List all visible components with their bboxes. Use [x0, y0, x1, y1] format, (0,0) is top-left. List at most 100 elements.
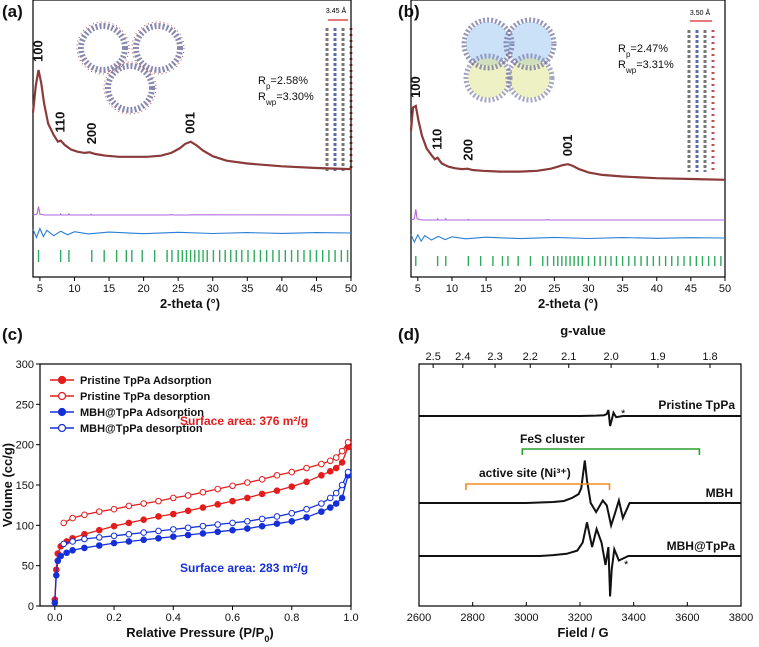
panel-c-point-1-3: [326, 457, 334, 465]
panel-d-trace-1: [419, 460, 741, 530]
panel-b-xlabel: 2-theta (°): [538, 296, 598, 311]
panel-d-gtick-label-2.2: 2.2: [523, 351, 538, 363]
panel-c-legend-label-1: Pristine TpPa desorption: [80, 391, 210, 403]
panel-c-ylabel: Volume (cc/g): [0, 443, 15, 527]
panel-b-peak-label-100: 100: [408, 76, 423, 98]
panel-c-point-1-22: [60, 519, 67, 527]
panel-b-framework-inset: [461, 17, 557, 103]
panel-c-point-1-11: [214, 485, 222, 493]
panel-c-point-1-12: [199, 488, 207, 496]
panel-a-observed-line: [31, 69, 352, 171]
panel-c-point-0-9: [125, 519, 133, 527]
panel-b-stacking-inset: 3.50 Å: [687, 8, 715, 172]
panel-c-label: (c): [2, 325, 23, 344]
panel-c-legend-marker-3: [57, 423, 67, 433]
panel-c-point-0-22: [318, 472, 325, 479]
panel-c-point-3-2: [332, 489, 340, 497]
panel-c-point-0-20: [288, 483, 296, 490]
panel-d-x-tick-label-3600: 3600: [675, 612, 699, 624]
panel-d-gtick-label-2.1: 2.1: [561, 351, 576, 363]
panel-d-xlabel: Field / G: [557, 625, 608, 640]
panel-a-frame: [32, 0, 352, 278]
panel-b-rp: Rp=2.47%: [618, 43, 668, 59]
panel-c-point-1-2: [332, 454, 340, 461]
panel-d-gtick-label-2.4: 2.4: [455, 351, 470, 363]
panel-a-stacking-inset: 3.45 Å: [325, 6, 353, 172]
panel-b-tick-label-30: 30: [582, 283, 594, 295]
panel-d-trace-0: [419, 409, 741, 427]
panel-a-tick-label-35: 35: [241, 283, 253, 295]
panel-d-active-label: active site (Ni³⁺): [479, 466, 571, 480]
panel-c-legend-marker-0: [57, 375, 67, 385]
panel-c-x-tick-label-0.2: 0.2: [106, 612, 121, 624]
panel-d-trace-label-mbh-tppa: MBH@TpPa: [667, 539, 736, 553]
panel-c-point-0-24: [332, 464, 340, 472]
panel-c-point-1-18: [110, 505, 118, 513]
panel-c-point-0-25: [338, 459, 346, 466]
panel-c-point-0-11: [155, 513, 162, 520]
panel-c-point-0-21: [303, 478, 310, 486]
panel-c-point-1-8: [258, 476, 266, 483]
panel-a-framework-inset: [76, 21, 185, 115]
panel-d-x-tick-label-3200: 3200: [568, 612, 592, 624]
panel-c-point-2-10: [140, 536, 147, 544]
panel-a-peak-label-001: 001: [183, 112, 198, 134]
panel-c-legend-marker-1: [57, 391, 67, 401]
panel-d-star-1: *: [621, 408, 626, 420]
panel-c-x-tick-label-1: 1.0: [343, 612, 358, 624]
panel-c-point-2-9: [125, 538, 133, 545]
panel-c-point-1-5: [303, 464, 310, 472]
panel-b-plot: 100 110 200 001 5 10 15 20 25 30 35 40 45 50: [408, 0, 731, 295]
panel-a-tick-label-5: 5: [37, 283, 43, 295]
panel-c-point-3-12: [199, 522, 207, 530]
panel-a-rwp: Rwp=3.30%: [258, 91, 314, 107]
panel-a-tick-label-10: 10: [68, 283, 80, 295]
panel-c-point-3-10: [229, 519, 236, 527]
panel-d-label: (d): [398, 325, 420, 344]
panel-c-point-2-21: [303, 513, 310, 521]
panel-c-surface-area-mbh: Surface area: 283 m²/g: [180, 561, 308, 575]
panel-c-point-3-16: [140, 529, 147, 536]
panel-c-legend-label-2: MBH@TpPa Adsorption: [80, 407, 204, 419]
panel-c-point-3-7: [273, 513, 281, 520]
panel-c-point-2-4: [63, 549, 70, 557]
panel-c-xlabel: Relative Pressure (P/P0): [126, 625, 273, 644]
panel-c-point-1-17: [125, 502, 133, 510]
panel-c-point-3-15: [155, 527, 162, 535]
panel-c-plot: 0 50 100 150 200 250 300 0.0 0.2 0.4 0.6 0.8 1.0 Pris…: [16, 359, 359, 624]
panel-c-point-2-12: [169, 533, 177, 540]
panel-c-point-0-18: [258, 490, 266, 498]
panel-c-point-3-20: [81, 535, 88, 543]
panel-b-tick-label-45: 45: [685, 283, 697, 295]
panel-c-point-0-19: [273, 487, 281, 494]
panel-c-surface-area-tppa: Surface area: 376 m²/g: [180, 414, 308, 428]
panel-c-point-2-25: [338, 494, 346, 502]
panel-c-legend-label-0: Pristine TpPa Adsorption: [80, 375, 212, 387]
panel-c-point-3-22: [60, 540, 67, 548]
panel-d-toplabel: g-value: [560, 323, 606, 338]
panel-a-peak-label-200: 200: [84, 123, 99, 145]
panel-a-tick-label-30: 30: [207, 283, 219, 295]
panel-c-point-2-13: [184, 531, 192, 539]
panel-c-point-1-15: [155, 497, 162, 505]
panel-c-point-1-14: [169, 494, 177, 502]
panel-c-point-1-20: [81, 511, 88, 519]
panel-c-point-2-18: [258, 522, 266, 530]
panel-b-calculated-line: [410, 209, 725, 221]
panel-c-x-tick-label-0.6: 0.6: [225, 612, 240, 624]
panel-c-point-2-6: [81, 544, 88, 552]
panel-a-calculated-line: [32, 206, 352, 216]
panel-c-point-2-5: [69, 547, 76, 554]
panel-c-ytick-label-200: 200: [16, 440, 34, 452]
panel-a-peak-label-110: 110: [53, 112, 68, 133]
panel-b-peak-label-200: 200: [460, 139, 475, 161]
panel-c-x-tick-label-0.4: 0.4: [166, 612, 181, 624]
panel-c-point-3-4: [318, 500, 325, 507]
panel-a-stack-label: 3.45 Å: [326, 6, 347, 15]
panel-c-point-1-13: [184, 492, 192, 499]
panel-c-point-1-16: [140, 500, 147, 507]
panel-c-point-3-6: [288, 509, 296, 517]
panel-c-point-3-8: [258, 515, 266, 523]
panel-b-tick-label-35: 35: [616, 283, 628, 295]
panel-a-tick-label-25: 25: [172, 283, 184, 295]
